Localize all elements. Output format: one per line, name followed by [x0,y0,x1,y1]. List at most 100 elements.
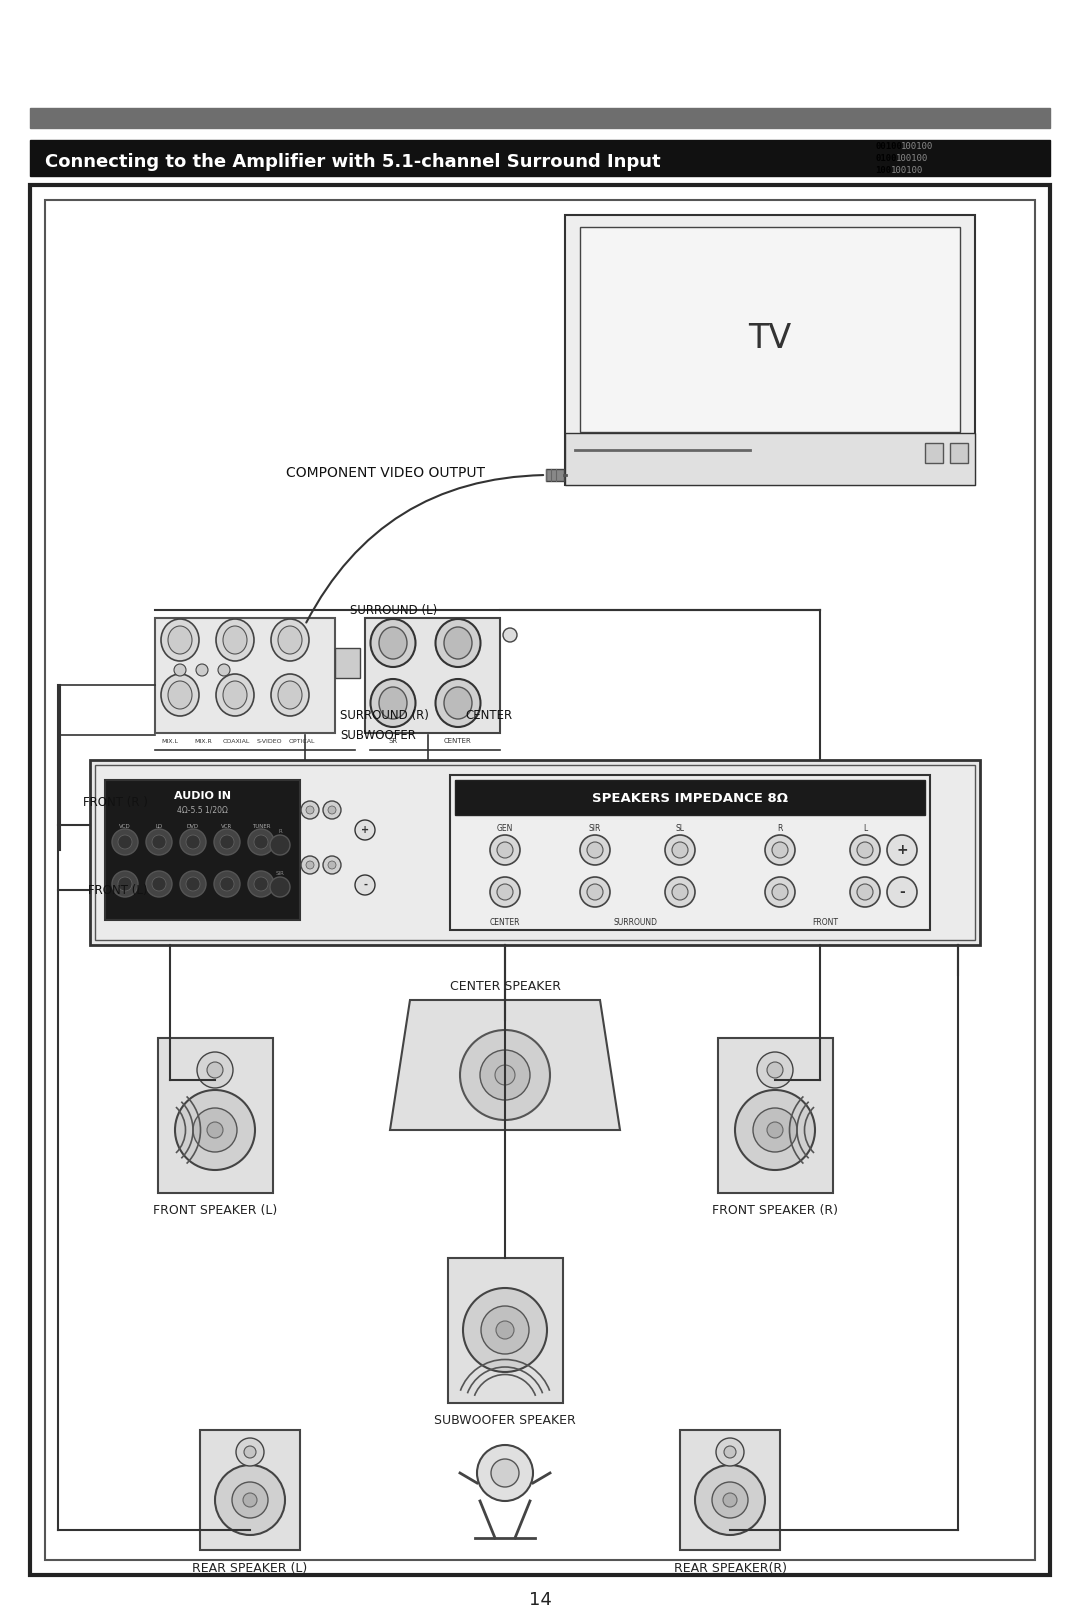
Circle shape [306,806,314,814]
Text: Connecting to the Amplifier with 5.1-channel Surround Input: Connecting to the Amplifier with 5.1-cha… [45,154,661,172]
Circle shape [301,801,319,819]
Text: SURROUND: SURROUND [613,918,657,926]
FancyBboxPatch shape [90,759,980,945]
Ellipse shape [216,618,254,661]
Text: -: - [900,886,905,899]
Circle shape [588,884,603,900]
Circle shape [118,877,132,890]
Circle shape [716,1438,744,1465]
Circle shape [580,877,610,907]
Circle shape [858,884,873,900]
Circle shape [753,1107,797,1153]
Circle shape [765,835,795,865]
Text: SIR: SIR [589,824,602,832]
Text: SIR: SIR [275,871,284,876]
Ellipse shape [216,674,254,716]
Text: FRONT (L): FRONT (L) [89,884,148,897]
Circle shape [215,1465,285,1535]
Circle shape [243,1493,257,1507]
Circle shape [323,801,341,819]
Ellipse shape [435,618,481,667]
Circle shape [355,874,375,895]
Circle shape [757,1052,793,1088]
Text: REAR SPEAKER (L): REAR SPEAKER (L) [192,1561,308,1575]
Circle shape [497,842,513,858]
Circle shape [887,877,917,907]
Bar [924,444,943,463]
Text: FRONT: FRONT [812,918,838,926]
Text: VCD: VCD [119,824,131,829]
Circle shape [724,1446,735,1459]
Bar [365,618,500,733]
Text: +: + [896,843,908,856]
Circle shape [323,856,341,874]
Text: 100100: 100100 [891,167,922,175]
Circle shape [306,861,314,869]
Circle shape [477,1446,534,1501]
Text: GEN: GEN [497,824,513,832]
Text: AUDIO IN: AUDIO IN [174,792,230,801]
Text: SURROUND (L): SURROUND (L) [350,604,437,617]
Text: SL: SL [675,824,685,832]
Ellipse shape [435,678,481,727]
Circle shape [220,835,234,848]
Circle shape [672,884,688,900]
Ellipse shape [271,674,309,716]
Ellipse shape [222,682,247,709]
Circle shape [328,806,336,814]
Text: 00100: 00100 [875,142,902,151]
Text: COMPONENT VIDEO OUTPUT: COMPONENT VIDEO OUTPUT [285,466,485,479]
Circle shape [254,877,268,890]
Circle shape [180,871,206,897]
Circle shape [214,829,240,855]
Text: CENTER: CENTER [465,709,512,722]
Bar [565,215,975,486]
Bar [30,108,1050,128]
Circle shape [328,861,336,869]
Bar [950,444,968,463]
Ellipse shape [168,627,192,654]
Bar [565,432,975,486]
Text: CENTER SPEAKER: CENTER SPEAKER [449,979,561,992]
Text: 100: 100 [875,167,891,175]
Ellipse shape [370,678,416,727]
Circle shape [887,835,917,865]
Circle shape [248,871,274,897]
Circle shape [481,1307,529,1353]
Circle shape [186,877,200,890]
Text: +: + [361,826,369,835]
Text: COAXIAL: COAXIAL [222,738,249,743]
Circle shape [244,1446,256,1459]
Circle shape [580,835,610,865]
Polygon shape [390,1001,620,1130]
Circle shape [232,1481,268,1519]
Ellipse shape [278,682,302,709]
Circle shape [496,1321,514,1339]
Circle shape [175,1090,255,1171]
Ellipse shape [379,686,407,719]
Circle shape [193,1107,237,1153]
Text: 14: 14 [528,1591,552,1609]
Ellipse shape [161,674,199,716]
Bar [448,1258,563,1404]
Circle shape [270,877,291,897]
Bar [580,227,960,432]
Circle shape [218,664,230,677]
Circle shape [665,835,696,865]
Bar [45,201,1035,1561]
Text: 4Ω-5.5 1/20Ω: 4Ω-5.5 1/20Ω [176,806,228,814]
Text: FRONT (R ): FRONT (R ) [83,795,148,808]
Ellipse shape [222,627,247,654]
Text: TUNER: TUNER [252,824,270,829]
Circle shape [735,1090,815,1171]
Text: 100100: 100100 [901,142,933,151]
Circle shape [152,835,166,848]
Bar [718,1038,833,1193]
Text: TV: TV [748,322,792,356]
Text: VCR: VCR [221,824,232,829]
Text: SURROUND (R): SURROUND (R) [340,709,429,722]
Text: MIX.R: MIX.R [194,738,212,743]
Bar [158,1038,273,1193]
Circle shape [174,664,186,677]
Bar [335,648,360,678]
